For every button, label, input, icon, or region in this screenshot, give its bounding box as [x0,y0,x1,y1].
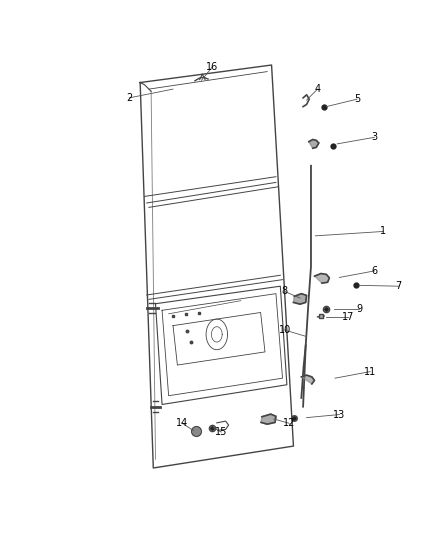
Text: 14: 14 [176,418,188,428]
Text: 1: 1 [380,227,386,237]
Text: 12: 12 [283,418,295,429]
Text: 16: 16 [206,62,219,72]
Text: 11: 11 [364,367,376,377]
Text: 4: 4 [314,84,321,94]
Text: 13: 13 [333,409,346,419]
Text: 10: 10 [279,325,291,335]
Text: 6: 6 [371,266,378,276]
Polygon shape [301,375,314,384]
Text: 2: 2 [126,93,132,103]
Text: 7: 7 [396,281,402,291]
Text: 15: 15 [215,427,227,437]
Text: 8: 8 [282,286,288,296]
Text: 9: 9 [356,304,362,314]
Text: 17: 17 [342,312,354,322]
Text: 5: 5 [354,94,360,104]
Polygon shape [261,414,276,424]
Polygon shape [314,273,329,283]
Polygon shape [293,294,307,304]
Text: 3: 3 [371,132,378,142]
Polygon shape [309,140,319,148]
